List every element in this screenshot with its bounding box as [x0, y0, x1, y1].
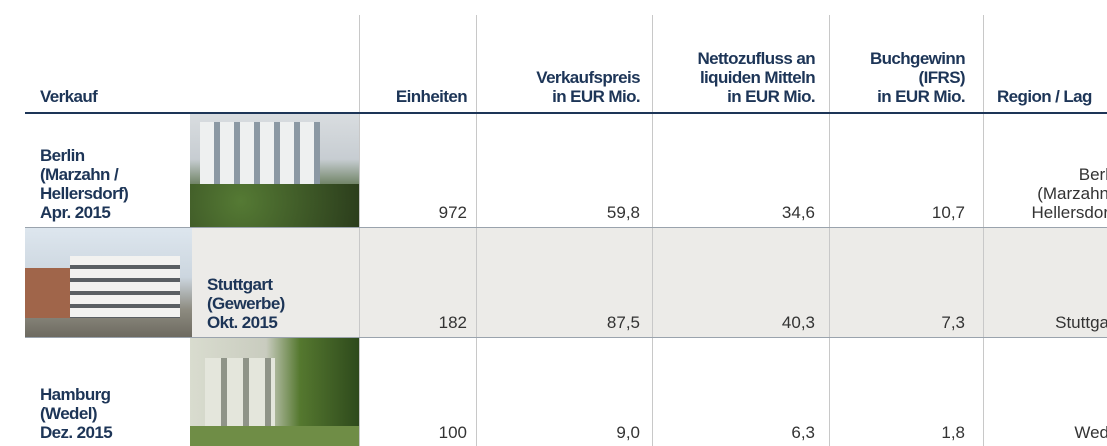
sale-name-line: (Marzahn / [40, 165, 119, 184]
column-rule [476, 15, 477, 446]
sale-name: Hamburg (Wedel) Dez. 2015 [40, 385, 113, 442]
region-line: (Marzahn [1037, 184, 1107, 203]
column-rule [829, 15, 830, 446]
cell-gain: 7,3 [941, 313, 965, 332]
photo-berlin [190, 114, 359, 227]
column-header-line: in EUR Mio. [552, 87, 640, 106]
row-rule [25, 337, 1107, 338]
row-bg [25, 227, 1107, 337]
sale-name-line: Berlin [40, 146, 85, 165]
region-line: Berl [1078, 165, 1107, 184]
region: Wed [1074, 423, 1107, 442]
cell-price: 87,5 [606, 313, 640, 332]
cell-units: 972 [438, 203, 467, 222]
sale-name-line: Okt. 2015 [207, 313, 278, 332]
column-header-line: Verkauf [40, 87, 98, 106]
region-line: Hellersdor [1031, 203, 1107, 222]
column-header-line: Region / Lag [997, 87, 1092, 106]
lawn [190, 426, 359, 446]
sale-name-line: Hellersdorf) [40, 184, 129, 203]
sale-name: Stuttgart (Gewerbe) Okt. 2015 [207, 275, 285, 332]
column-header-line: Einheiten [395, 87, 468, 106]
column-header-line: in EUR Mio. [877, 87, 965, 106]
region: Berl (Marzahn Hellersdor [1032, 165, 1107, 222]
column-header: Verkaufspreis in EUR Mio. [536, 68, 640, 106]
sale-name-line: Stuttgart [207, 275, 273, 294]
photo-hamburg [190, 338, 359, 446]
building [200, 122, 320, 192]
photo-stuttgart [25, 228, 192, 337]
column-rule [983, 15, 984, 446]
cell-inflow: 40,3 [781, 313, 815, 332]
column-rule [652, 15, 653, 446]
cell-price: 59,8 [606, 203, 640, 222]
region-line: Wed [1074, 423, 1107, 442]
building [25, 268, 70, 318]
sale-name: Berlin (Marzahn / Hellersdorf) Apr. 2015 [40, 146, 129, 222]
region-line: Stuttga [1055, 313, 1107, 332]
cell-inflow: 6,3 [791, 423, 815, 442]
column-header-line: Buchgewinn [869, 49, 966, 68]
column-header-line: Verkaufspreis [536, 68, 640, 87]
sale-name-line: Hamburg [40, 385, 111, 404]
cell-units: 100 [438, 423, 467, 442]
column-header: Region / Lag [997, 87, 1092, 106]
cell-gain: 1,8 [941, 423, 965, 442]
column-header-line: (IFRS) [918, 68, 966, 87]
column-header: Buchgewinn (IFRS) in EUR Mio. [869, 49, 966, 106]
column-header-line: Nettozufluss an [697, 49, 815, 68]
column-header: Verkauf [40, 87, 98, 106]
sale-name-line: (Gewerbe) [207, 294, 285, 313]
sale-name-line: (Wedel) [40, 404, 97, 423]
region: Stuttga [1055, 313, 1107, 332]
column-header: Nettozufluss an liquiden Mitteln in EUR Mi… [697, 49, 815, 106]
sale-name-line: Dez. 2015 [40, 423, 113, 442]
column-rule [359, 15, 360, 446]
trees [190, 184, 359, 227]
header-rule [25, 112, 1107, 114]
building [70, 256, 180, 318]
cell-inflow: 34,6 [781, 203, 815, 222]
cell-units: 182 [438, 313, 467, 332]
cell-price: 9,0 [616, 423, 640, 442]
column-header: Einheiten [395, 87, 468, 106]
cell-gain: 10,7 [931, 203, 965, 222]
building [205, 358, 275, 428]
row-rule [25, 227, 1107, 228]
sale-name-line: Apr. 2015 [40, 203, 111, 222]
column-header-line: in EUR Mio. [727, 87, 815, 106]
column-header-line: liquiden Mitteln [699, 68, 816, 87]
